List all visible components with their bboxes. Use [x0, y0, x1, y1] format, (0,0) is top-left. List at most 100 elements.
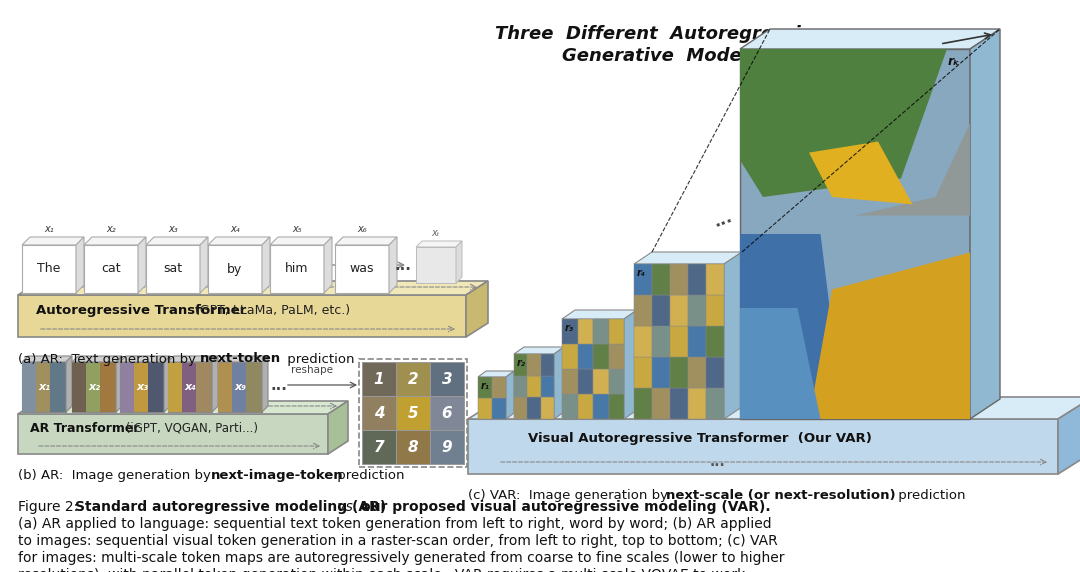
Polygon shape: [208, 245, 262, 293]
Bar: [430, 362, 464, 396]
Text: (b) AR:  Image generation by: (b) AR: Image generation by: [18, 470, 215, 483]
Bar: [706, 357, 724, 388]
Bar: [541, 354, 554, 376]
Text: The: The: [38, 263, 60, 276]
Bar: [670, 264, 688, 295]
Bar: [652, 326, 670, 357]
Polygon shape: [554, 347, 564, 419]
Text: xₜ: xₜ: [432, 228, 441, 238]
Bar: [514, 354, 527, 376]
Polygon shape: [146, 237, 208, 245]
Polygon shape: [1058, 397, 1080, 474]
Bar: [608, 344, 624, 369]
Bar: [562, 319, 578, 344]
Polygon shape: [22, 362, 36, 412]
Polygon shape: [100, 362, 116, 412]
Text: x₃: x₃: [136, 382, 148, 392]
Polygon shape: [195, 362, 212, 412]
Bar: [541, 376, 554, 398]
Text: x₄: x₄: [184, 382, 195, 392]
Polygon shape: [22, 362, 66, 412]
Polygon shape: [120, 362, 134, 412]
Bar: [578, 369, 593, 394]
Text: x₅: x₅: [293, 224, 301, 234]
Text: sat: sat: [163, 263, 183, 276]
Text: next-scale (or next-resolution): next-scale (or next-resolution): [666, 490, 895, 502]
Polygon shape: [138, 237, 146, 293]
Polygon shape: [22, 356, 72, 362]
Polygon shape: [328, 401, 348, 454]
Bar: [593, 319, 608, 344]
Bar: [578, 394, 593, 419]
Polygon shape: [262, 356, 268, 412]
Text: x₁: x₁: [44, 224, 54, 234]
Polygon shape: [740, 49, 947, 197]
Text: to images: sequential visual token generation in a raster-scan order, from left : to images: sequential visual token gener…: [18, 534, 778, 548]
Polygon shape: [84, 237, 146, 245]
Text: ...: ...: [710, 207, 734, 231]
Polygon shape: [66, 356, 72, 412]
Polygon shape: [335, 245, 389, 293]
Text: our proposed visual autoregressive modeling (VAR).: our proposed visual autoregressive model…: [361, 500, 771, 514]
Polygon shape: [72, 362, 86, 412]
Polygon shape: [22, 237, 84, 245]
Text: 9: 9: [442, 439, 453, 455]
Text: 4: 4: [374, 406, 384, 420]
Text: was: was: [350, 263, 375, 276]
Bar: [514, 398, 527, 419]
Polygon shape: [218, 362, 262, 412]
Bar: [593, 394, 608, 419]
Bar: [492, 377, 507, 398]
Bar: [396, 362, 430, 396]
Bar: [634, 357, 652, 388]
Polygon shape: [84, 245, 138, 293]
Polygon shape: [168, 356, 218, 362]
Polygon shape: [809, 141, 913, 204]
Bar: [634, 326, 652, 357]
Bar: [634, 295, 652, 326]
Bar: [430, 396, 464, 430]
Bar: [578, 319, 593, 344]
Polygon shape: [465, 281, 488, 337]
Bar: [608, 394, 624, 419]
Polygon shape: [468, 397, 1080, 419]
Bar: [578, 344, 593, 369]
Polygon shape: [218, 362, 232, 412]
Bar: [396, 430, 430, 464]
Polygon shape: [76, 237, 84, 293]
Text: by: by: [228, 263, 243, 276]
Polygon shape: [416, 247, 456, 283]
Polygon shape: [507, 371, 514, 419]
Text: x₉: x₉: [234, 382, 246, 392]
Bar: [478, 377, 492, 398]
Bar: [652, 264, 670, 295]
Text: (c) VAR:  Image generation by: (c) VAR: Image generation by: [468, 490, 672, 502]
Text: Visual Autoregressive Transformer  (Our VAR): Visual Autoregressive Transformer (Our V…: [528, 432, 872, 445]
Bar: [562, 394, 578, 419]
Text: AR Transformer: AR Transformer: [30, 422, 139, 435]
Text: ...: ...: [710, 455, 726, 469]
Bar: [688, 388, 706, 419]
Bar: [670, 295, 688, 326]
Text: Three  Different  Autoregressive: Three Different Autoregressive: [495, 25, 825, 43]
Text: vs.: vs.: [333, 500, 362, 514]
Polygon shape: [456, 241, 462, 283]
Bar: [430, 430, 464, 464]
Text: x₃: x₃: [168, 224, 178, 234]
Text: ...: ...: [270, 378, 287, 392]
Polygon shape: [208, 237, 270, 245]
Polygon shape: [212, 356, 218, 412]
Text: rₖ: rₖ: [948, 55, 960, 68]
Polygon shape: [270, 237, 332, 245]
Polygon shape: [740, 29, 1000, 49]
Text: ...: ...: [395, 257, 411, 272]
Bar: [593, 344, 608, 369]
Bar: [492, 398, 507, 419]
Bar: [362, 362, 396, 396]
Bar: [652, 295, 670, 326]
Bar: [359, 359, 467, 467]
Bar: [688, 295, 706, 326]
Polygon shape: [335, 237, 397, 245]
Text: (GPT, LLaMa, PaLM, etc.): (GPT, LLaMa, PaLM, etc.): [191, 304, 350, 317]
Text: r₃: r₃: [565, 323, 573, 333]
